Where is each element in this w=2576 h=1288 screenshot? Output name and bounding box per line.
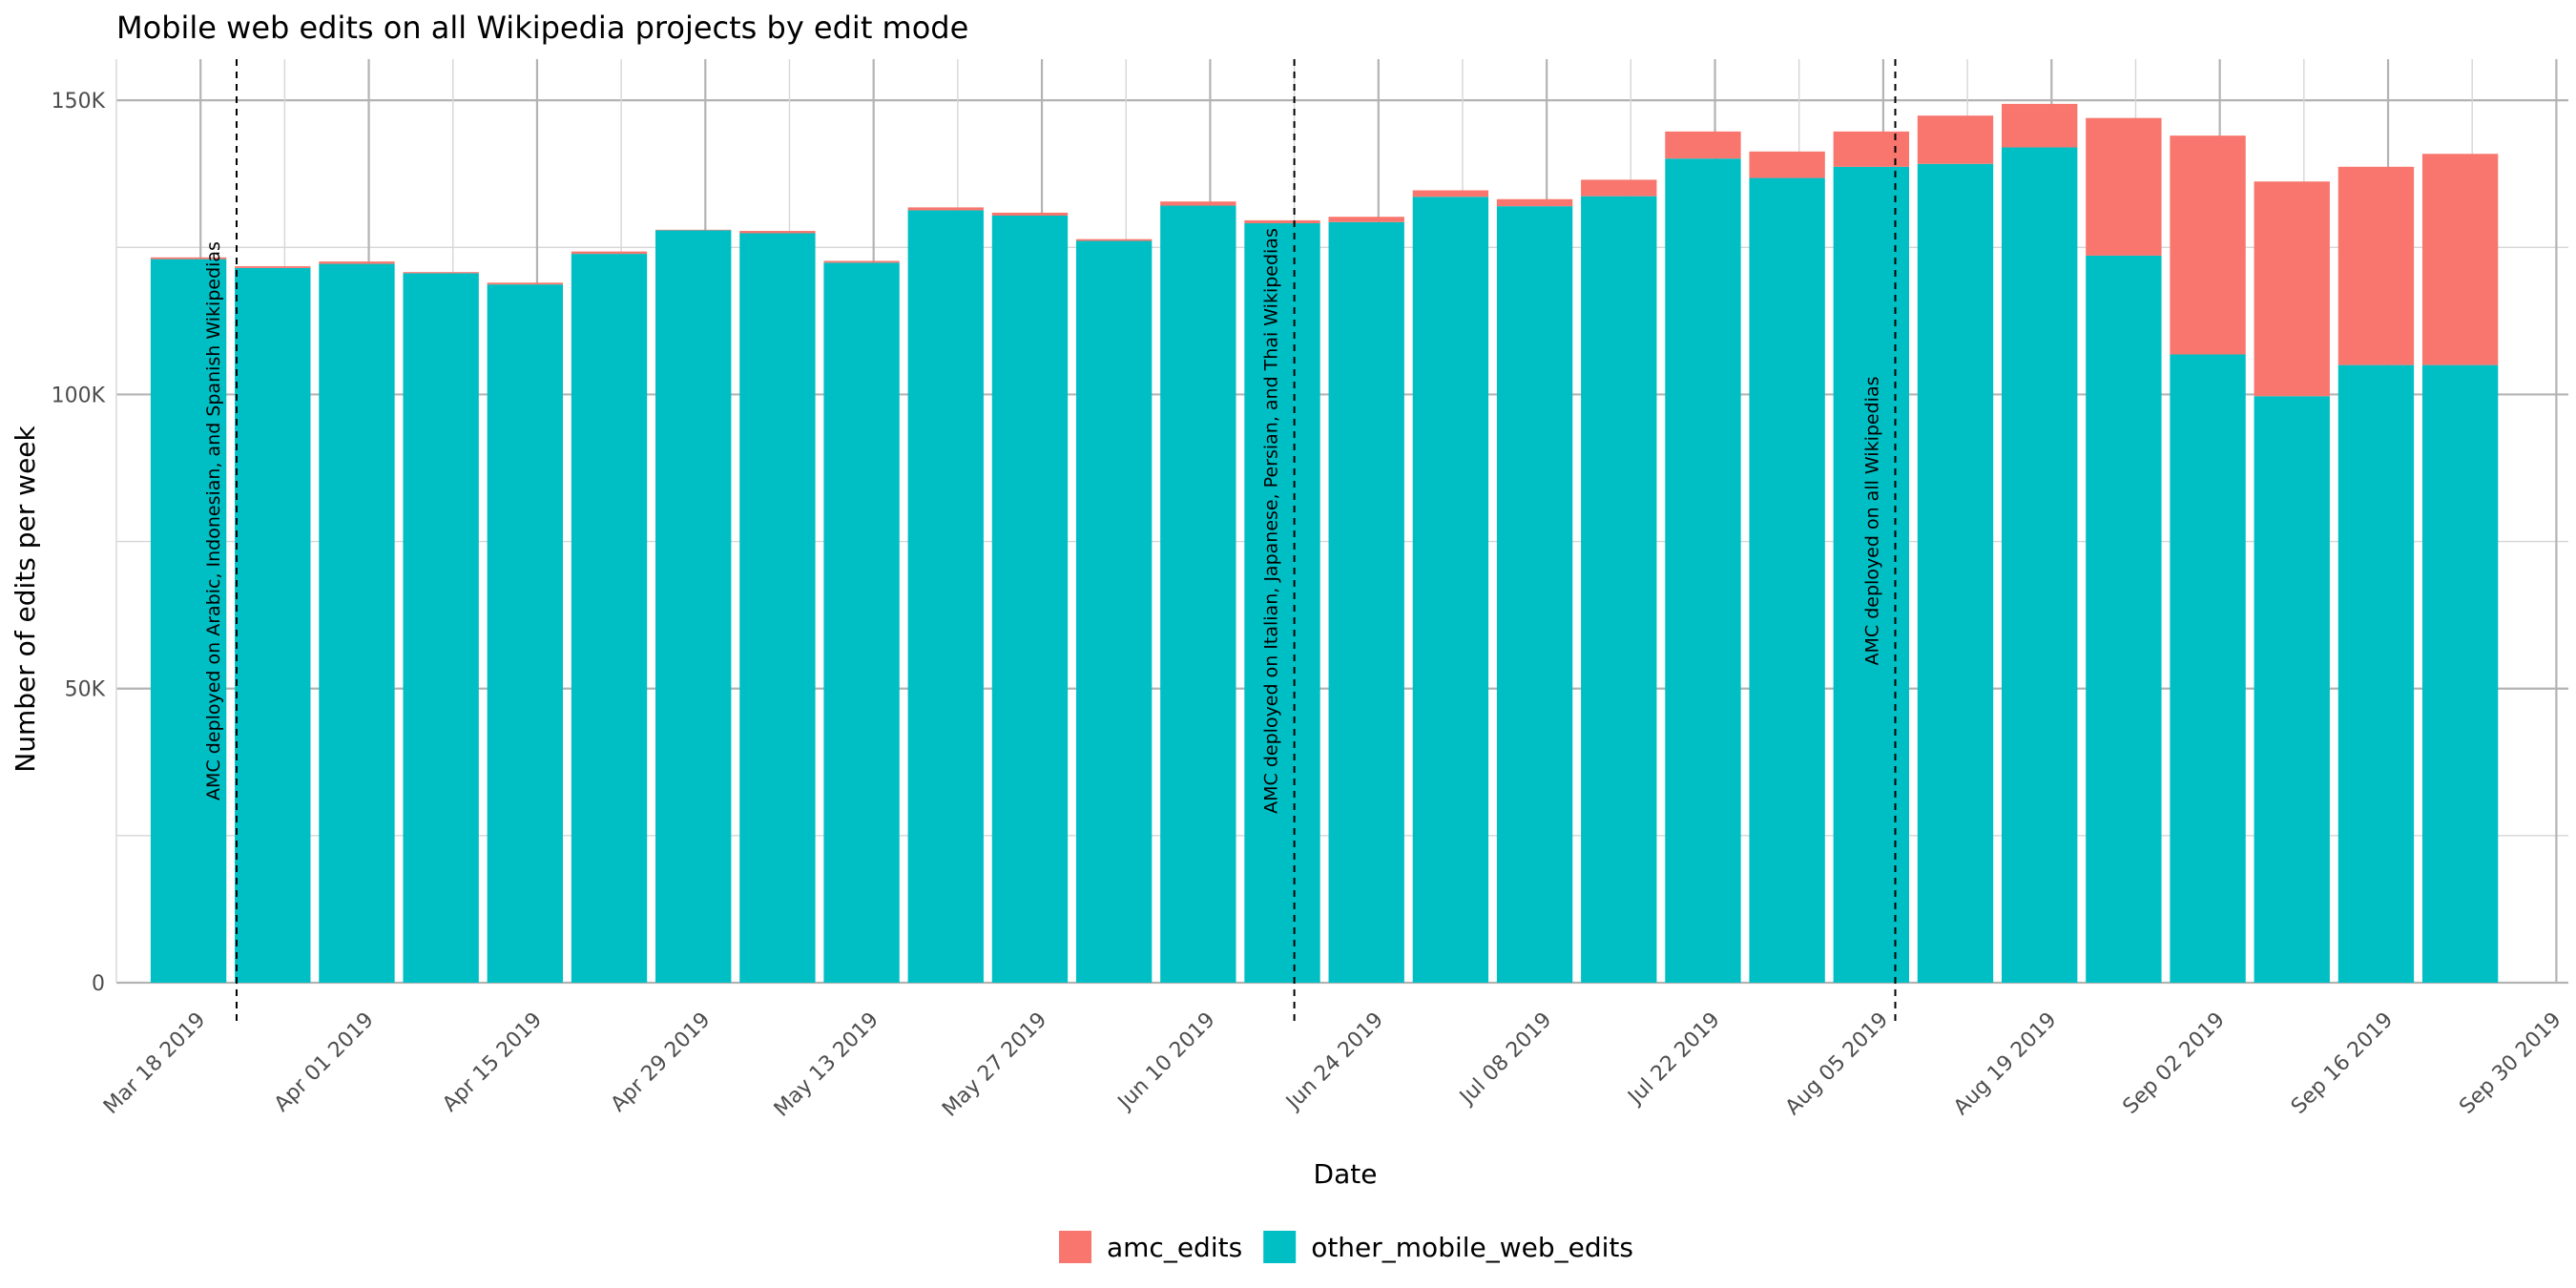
bar-segment-other_mobile_web_edits: [1665, 158, 1741, 983]
bar-segment-amc_edits: [235, 266, 311, 268]
bar-segment-other_mobile_web_edits: [655, 230, 732, 983]
y-tick-label: 50K: [65, 678, 106, 702]
bar-segment-amc_edits: [2170, 135, 2246, 355]
x-tick-label: Apr 29 2019: [607, 1008, 716, 1117]
x-tick-label: Sep 30 2019: [2455, 1008, 2566, 1119]
bar-segment-amc_edits: [1749, 151, 1825, 178]
bar-segment-amc_edits: [2086, 117, 2162, 256]
y-axis-ticks: 0 50K 100K 150K: [52, 90, 106, 996]
x-tick-label: Jul 22 2019: [1623, 1008, 1725, 1111]
bar-segment-other_mobile_web_edits: [235, 267, 311, 983]
bar-segment-amc_edits: [571, 251, 648, 255]
bar-segment-other_mobile_web_edits: [1496, 206, 1573, 983]
bars: [150, 103, 2499, 984]
bar-segment-amc_edits: [2337, 166, 2415, 365]
bar-segment-amc_edits: [1328, 217, 1404, 222]
bar-segment-other_mobile_web_edits: [319, 263, 395, 983]
x-tick-label: May 13 2019: [770, 1008, 883, 1122]
bar-segment-other_mobile_web_edits: [1160, 205, 1236, 983]
bar-segment-amc_edits: [1833, 131, 1909, 167]
legend-label: amc_edits: [1107, 1232, 1242, 1263]
y-axis-title: Number of edits per week: [10, 425, 41, 772]
annotation-label: AMC deployed on all Wikipedias: [1862, 377, 1883, 666]
annotation-label: AMC deployed on Arabic, Indonesian, and …: [203, 241, 224, 800]
legend-swatch: [1059, 1231, 1091, 1263]
bar-segment-other_mobile_web_edits: [1244, 223, 1320, 983]
bar-segment-other_mobile_web_edits: [2002, 147, 2078, 983]
bar-segment-other_mobile_web_edits: [571, 254, 648, 983]
bar-segment-other_mobile_web_edits: [907, 210, 984, 983]
bar-segment-other_mobile_web_edits: [403, 273, 479, 983]
bar-segment-amc_edits: [1160, 201, 1236, 206]
annotation-label: AMC deployed on Italian, Japanese, Persi…: [1261, 228, 1282, 814]
bar-segment-amc_edits: [2254, 181, 2330, 397]
x-tick-label: Sep 02 2019: [2119, 1008, 2230, 1119]
x-tick-label: Mar 18 2019: [99, 1008, 210, 1119]
x-tick-label: Jul 08 2019: [1454, 1008, 1556, 1111]
x-tick-label: May 27 2019: [938, 1008, 1051, 1122]
bar-segment-other_mobile_web_edits: [1749, 177, 1825, 983]
x-tick-label: Aug 19 2019: [1949, 1008, 2061, 1120]
annotations: AMC deployed on Arabic, Indonesian, and …: [203, 59, 1897, 1026]
x-tick-label: Jun 10 2019: [1112, 1008, 1220, 1116]
bar-segment-amc_edits: [1581, 179, 1657, 197]
x-tick-label: Apr 01 2019: [270, 1008, 379, 1117]
bar-segment-amc_edits: [739, 231, 816, 234]
bar-segment-amc_edits: [2421, 154, 2499, 365]
bar-segment-amc_edits: [823, 260, 900, 263]
bar-segment-amc_edits: [319, 261, 395, 264]
bar-segment-other_mobile_web_edits: [1328, 221, 1404, 984]
x-tick-label: Jun 24 2019: [1280, 1008, 1388, 1116]
bar-segment-other_mobile_web_edits: [991, 216, 1069, 983]
bar-segment-amc_edits: [1665, 131, 1741, 159]
bar-segment-amc_edits: [150, 257, 227, 260]
x-axis-title: Date: [1314, 1158, 1378, 1190]
bar-segment-other_mobile_web_edits: [1075, 240, 1153, 983]
x-tick-label: Apr 15 2019: [438, 1008, 547, 1117]
bar-segment-other_mobile_web_edits: [2421, 364, 2499, 983]
legend-swatch: [1263, 1231, 1297, 1263]
bar-segment-amc_edits: [2002, 103, 2078, 148]
legend: amc_edits other_mobile_web_edits: [1059, 1231, 1633, 1263]
y-tick-label: 150K: [52, 90, 106, 114]
y-tick-label: 100K: [52, 384, 106, 407]
x-tick-label: Sep 16 2019: [2287, 1008, 2398, 1119]
bar-segment-other_mobile_web_edits: [1581, 196, 1657, 984]
bar-segment-other_mobile_web_edits: [1412, 197, 1489, 984]
x-tick-label: Aug 05 2019: [1781, 1008, 1893, 1120]
bar-segment-other_mobile_web_edits: [1917, 163, 1994, 983]
bar-segment-other_mobile_web_edits: [2337, 364, 2415, 983]
chart-title: Mobile web edits on all Wikipedia projec…: [116, 10, 968, 46]
bar-segment-other_mobile_web_edits: [1833, 166, 1909, 983]
bar-segment-other_mobile_web_edits: [487, 284, 564, 983]
bar-segment-amc_edits: [403, 272, 479, 274]
bar-segment-other_mobile_web_edits: [2170, 354, 2246, 983]
bar-segment-other_mobile_web_edits: [739, 233, 816, 984]
bar-segment-amc_edits: [991, 212, 1069, 217]
bar-segment-other_mobile_web_edits: [2254, 396, 2330, 983]
bar-segment-amc_edits: [1075, 239, 1153, 241]
bar-segment-amc_edits: [1244, 219, 1320, 224]
bar-segment-amc_edits: [1412, 190, 1489, 197]
bar-segment-amc_edits: [1496, 198, 1573, 207]
bar-segment-other_mobile_web_edits: [823, 262, 900, 983]
legend-label: other_mobile_web_edits: [1311, 1232, 1633, 1263]
bar-segment-amc_edits: [655, 229, 732, 231]
bar-segment-other_mobile_web_edits: [2086, 255, 2162, 983]
bar-segment-amc_edits: [1917, 115, 1994, 164]
x-axis-ticks: Mar 18 2019 Apr 01 2019 Apr 15 2019 Apr 29 …: [99, 1008, 2566, 1122]
bar-segment-other_mobile_web_edits: [150, 259, 227, 983]
y-tick-label: 0: [92, 972, 105, 996]
bar-segment-amc_edits: [907, 207, 984, 211]
bar-segment-amc_edits: [487, 282, 564, 285]
